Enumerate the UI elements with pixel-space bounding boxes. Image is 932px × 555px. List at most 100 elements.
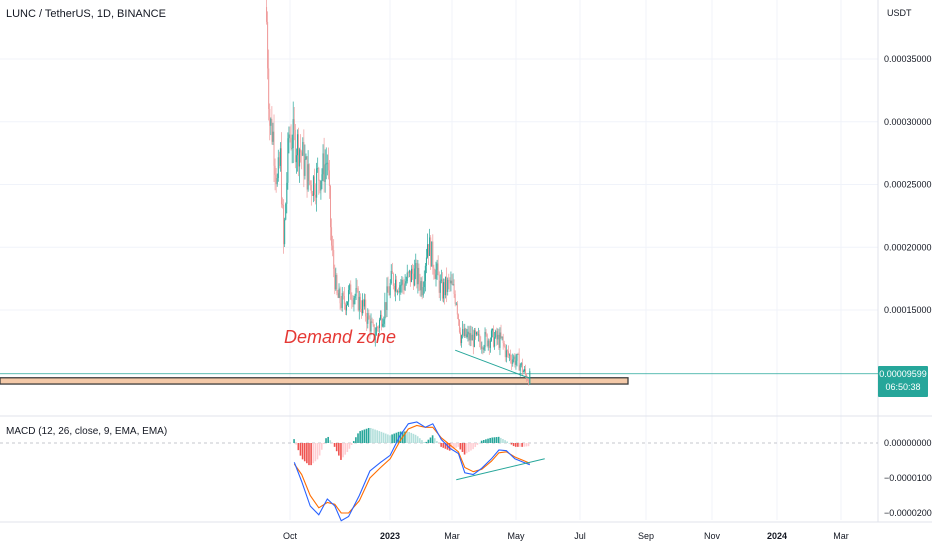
candle-up	[305, 156, 307, 160]
candle-down	[294, 129, 296, 163]
macd-histogram-bar	[350, 443, 353, 445]
candle-down	[428, 244, 430, 256]
macd-tick-label: 0.00000000	[884, 438, 932, 448]
price-tick-label: 0.00035000	[884, 54, 932, 64]
candle-up	[354, 296, 356, 299]
candle-up	[495, 331, 497, 338]
price-trendline	[455, 349, 530, 379]
candle-up	[512, 359, 514, 364]
candle-up	[466, 334, 468, 337]
candle-down	[413, 273, 415, 286]
macd-histogram-bar	[308, 443, 310, 466]
candle-up	[285, 203, 287, 220]
macd-histogram-bar	[329, 440, 332, 443]
candle-down	[267, 21, 269, 69]
candle-down	[449, 280, 451, 284]
macd-trendline	[456, 458, 545, 481]
currency-label: USDT	[887, 8, 912, 18]
time-tick-label: Mar	[833, 531, 849, 541]
macd-histogram-bar	[357, 433, 359, 443]
candle-down	[485, 332, 487, 335]
candle-down	[527, 379, 529, 381]
macd-histogram-bar	[325, 438, 327, 443]
candle-down	[488, 340, 490, 348]
time-tick-label: Oct	[283, 531, 298, 541]
candle-up	[399, 285, 401, 293]
candle-up	[489, 340, 491, 348]
time-tick-label: 2023	[380, 531, 400, 541]
macd-histogram-bar	[491, 437, 494, 443]
candle-down	[308, 164, 310, 181]
candle-down	[506, 350, 508, 352]
candle-down	[451, 280, 453, 285]
candle-down	[315, 194, 317, 198]
candle-up	[422, 287, 424, 296]
candle-up	[284, 219, 286, 245]
candle-down	[269, 109, 271, 126]
macd-histogram-bar	[344, 443, 347, 455]
candle-down	[504, 346, 506, 358]
candle-up	[420, 281, 422, 291]
candle-down	[352, 300, 354, 305]
candle-up	[321, 174, 323, 181]
time-tick-label: Sep	[638, 531, 654, 541]
macd-histogram-bar	[495, 437, 498, 443]
candle-down	[301, 152, 303, 156]
price-tick-label: 0.00015000	[884, 305, 932, 315]
candle-up	[436, 263, 438, 270]
candle-down	[465, 328, 467, 337]
macd-histogram-bar	[410, 432, 413, 443]
macd-histogram-bar	[408, 431, 410, 443]
candle-up	[348, 290, 350, 302]
candle-up	[476, 332, 478, 335]
candle-down	[300, 149, 302, 153]
candle-up	[423, 281, 425, 288]
candle-up	[513, 356, 515, 360]
candle-down	[448, 279, 450, 281]
candle-up	[473, 330, 475, 347]
macd-histogram-bar	[382, 432, 385, 443]
candle-down	[398, 291, 400, 293]
candle-down	[403, 285, 405, 290]
candle-down	[306, 156, 308, 190]
macd-histogram-bar	[380, 431, 383, 443]
candle-down	[366, 316, 368, 324]
candle-up	[440, 279, 442, 281]
candle-up	[375, 327, 377, 336]
candle-up	[395, 279, 397, 292]
macd-histogram-bar	[387, 434, 389, 443]
macd-histogram-bar	[376, 430, 378, 443]
macd-histogram-bar	[318, 443, 321, 456]
macd-histogram-bar	[395, 432, 398, 443]
candle-down	[336, 275, 338, 294]
candle-down	[419, 282, 421, 291]
candle-down	[458, 319, 460, 333]
candle-up	[361, 300, 363, 314]
macd-histogram-bar	[500, 437, 502, 443]
candle-up	[292, 119, 294, 148]
macd-histogram-bar	[525, 443, 528, 447]
candle-down	[314, 176, 316, 195]
macd-title[interactable]: MACD (12, 26, close, 9, EMA, EMA)	[6, 426, 168, 437]
candle-down	[434, 274, 436, 279]
candle-down	[498, 334, 500, 348]
candle-up	[522, 371, 524, 373]
candle-up	[429, 237, 431, 256]
candle-up	[439, 280, 441, 293]
candle-down	[309, 180, 311, 185]
candle-up	[277, 157, 279, 179]
macd-histogram-bar	[438, 443, 440, 444]
symbol-title[interactable]: LUNC / TetherUS, 1D, BINANCE	[6, 8, 166, 20]
macd-histogram-bar	[423, 442, 425, 443]
candle-down	[479, 334, 481, 342]
candle-up	[353, 298, 355, 305]
candle-up	[355, 288, 357, 297]
candle-down	[514, 356, 516, 365]
candle-up	[442, 282, 444, 299]
candle-up	[515, 360, 517, 365]
candle-up	[410, 268, 412, 282]
candles	[266, 0, 531, 386]
candle-down	[407, 272, 409, 274]
